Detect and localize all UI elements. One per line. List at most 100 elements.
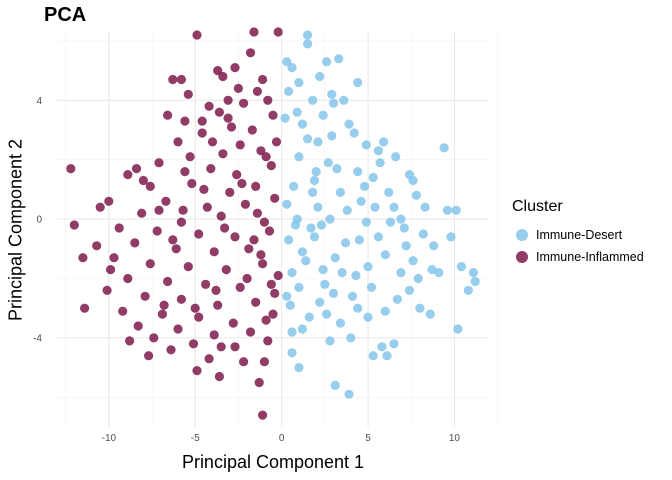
point-immune-desert (360, 181, 370, 191)
point-immune-inflammed (235, 140, 245, 150)
major-gridlines (57, 32, 489, 427)
point-immune-inflammed (251, 181, 261, 191)
legend-label-immune-inflammed: Immune-Inflammed (536, 250, 644, 264)
point-immune-desert (341, 238, 351, 248)
point-immune-inflammed (173, 137, 183, 147)
point-immune-inflammed (240, 199, 250, 209)
point-immune-inflammed (197, 128, 207, 138)
legend-key-immune-inflammed (516, 251, 528, 263)
x-tick-label: -5 (191, 433, 200, 444)
point-immune-inflammed (176, 217, 186, 227)
point-immune-inflammed (125, 336, 135, 346)
point-immune-inflammed (176, 294, 186, 304)
point-immune-desert (294, 363, 304, 373)
point-immune-inflammed (123, 273, 133, 284)
point-immune-desert (468, 268, 478, 278)
point-immune-inflammed (216, 211, 226, 221)
point-immune-inflammed (221, 265, 231, 275)
point-immune-desert (330, 380, 340, 390)
point-immune-desert (346, 333, 356, 343)
point-immune-inflammed (261, 315, 271, 325)
point-immune-desert (396, 268, 406, 278)
point-immune-desert (411, 190, 421, 200)
point-immune-inflammed (154, 158, 164, 168)
y-tick-label: 4 (36, 96, 42, 107)
point-immune-desert (361, 140, 371, 150)
point-immune-inflammed (249, 235, 259, 245)
point-immune-desert (287, 348, 297, 358)
legend: Cluster Immune-Desert Immune-Inflammed (512, 198, 644, 268)
point-immune-inflammed (194, 312, 204, 322)
point-immune-inflammed (192, 366, 202, 376)
point-immune-desert (439, 143, 449, 153)
point-immune-desert (344, 119, 354, 129)
point-immune-desert (401, 241, 411, 251)
point-immune-inflammed (183, 262, 193, 272)
point-immune-inflammed (242, 273, 252, 284)
point-immune-desert (344, 389, 354, 399)
point-immune-inflammed (188, 339, 199, 349)
x-tick-label: 10 (449, 433, 461, 444)
point-immune-desert (375, 158, 385, 168)
point-immune-inflammed (114, 223, 124, 233)
point-immune-inflammed (232, 170, 242, 180)
point-immune-inflammed (202, 202, 212, 212)
x-axis-title: Principal Component 1 (181, 452, 365, 472)
point-immune-inflammed (268, 309, 278, 319)
point-immune-inflammed (204, 101, 214, 111)
point-immune-desert (332, 164, 342, 174)
point-immune-desert (453, 324, 463, 334)
point-immune-desert (308, 95, 318, 105)
point-immune-inflammed (244, 244, 254, 254)
x-tick-label: -10 (102, 433, 117, 444)
point-immune-inflammed (271, 137, 282, 147)
point-immune-inflammed (192, 30, 202, 40)
point-immune-inflammed (187, 178, 197, 189)
point-immune-inflammed (214, 371, 224, 382)
x-tick-label: 0 (279, 433, 285, 444)
point-immune-inflammed (239, 98, 249, 108)
point-immune-inflammed (204, 354, 214, 364)
point-immune-desert (363, 312, 373, 322)
point-immune-desert (446, 232, 456, 242)
point-immune-inflammed (209, 330, 219, 340)
point-immune-inflammed (131, 164, 142, 174)
point-immune-desert (309, 175, 320, 186)
point-immune-inflammed (95, 202, 105, 212)
y-tick-label: 0 (36, 215, 42, 226)
point-immune-inflammed (163, 110, 173, 120)
point-immune-desert (280, 113, 290, 123)
point-immune-desert (451, 205, 461, 215)
point-immune-desert (384, 187, 394, 197)
point-immune-inflammed (273, 270, 283, 281)
point-immune-desert (306, 223, 316, 233)
point-immune-inflammed (180, 167, 190, 177)
point-immune-desert (408, 256, 418, 266)
tick-labels: -10 -5 0 5 10 -4 0 4 (33, 96, 460, 444)
point-immune-desert (334, 54, 344, 64)
point-immune-desert (297, 247, 307, 257)
point-immune-inflammed (185, 152, 195, 162)
legend-key-immune-desert (516, 229, 528, 241)
point-immune-inflammed (109, 253, 119, 263)
point-immune-desert (353, 77, 363, 88)
point-immune-desert (287, 268, 297, 278)
point-immune-desert (361, 217, 371, 227)
point-immune-inflammed (194, 229, 204, 239)
point-immune-inflammed (201, 279, 211, 289)
point-immune-inflammed (230, 232, 240, 242)
point-immune-inflammed (273, 27, 283, 37)
point-immune-desert (339, 95, 349, 105)
point-immune-desert (396, 214, 406, 224)
point-immune-desert (347, 291, 358, 301)
point-immune-inflammed (106, 265, 116, 275)
point-immune-inflammed (190, 303, 200, 313)
point-immune-inflammed (137, 208, 147, 218)
point-immune-inflammed (213, 66, 223, 76)
legend-title: Cluster (512, 198, 563, 215)
point-immune-desert (282, 199, 292, 209)
point-immune-desert (335, 187, 345, 197)
point-immune-desert (285, 300, 295, 310)
point-immune-desert (284, 235, 294, 245)
legend-item-immune-inflammed: Immune-Inflammed (512, 246, 644, 268)
